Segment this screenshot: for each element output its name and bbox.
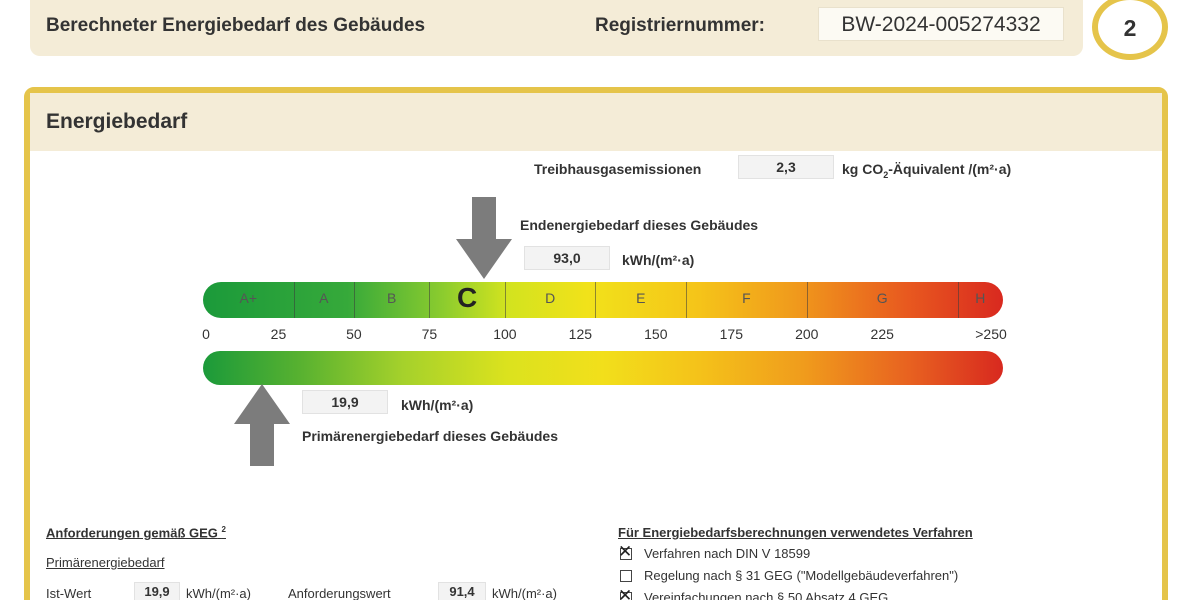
primary-energy-arrow-icon — [234, 384, 290, 466]
end-energy-unit: kWh/(m²·a) — [622, 252, 695, 268]
scale-tick: 200 — [795, 326, 819, 342]
scale-tick: 75 — [421, 326, 438, 342]
class-divider — [806, 282, 808, 318]
method-checkbox-model[interactable] — [620, 570, 632, 582]
scale-tick: 225 — [870, 326, 894, 342]
class-divider — [595, 282, 597, 318]
scale-tick: 100 — [493, 326, 517, 342]
method-heading: Für Energiebedarfsberechnungen verwendet… — [618, 525, 973, 540]
class-divider — [957, 282, 959, 318]
scale-tick: 50 — [346, 326, 362, 342]
end-energy-arrow-icon — [456, 197, 512, 279]
scale-tick: 25 — [270, 326, 287, 342]
anforderungswert-label: Anforderungswert — [288, 586, 391, 600]
primary-energy-value: 19,9 — [302, 390, 388, 414]
primary-energy-label: Primärenergiebedarf dieses Gebäudes — [302, 428, 558, 444]
ist-wert-label: Ist-Wert — [46, 586, 92, 600]
document-title: Berechneter Energiebedarf des Gebäudes — [46, 15, 426, 36]
scale-tick: 150 — [644, 326, 668, 342]
energy-class-scale: A+ A B C D E F G H — [203, 282, 1003, 318]
ist-wert-unit: kWh/(m²·a) — [186, 586, 251, 600]
ghg-label: Treibhausgasemissionen — [534, 161, 702, 177]
scale-tick: 125 — [568, 326, 593, 342]
energy-class-a-plus: A+ — [239, 290, 258, 306]
requirements-heading: Anforderungen gemäß GEG 2 — [46, 525, 226, 541]
scale-tick: 175 — [719, 326, 743, 342]
class-divider — [429, 282, 431, 318]
energy-demand-panel: Energiebedarf Treibhausgasemissionen 2,3… — [24, 87, 1168, 600]
panel-title: Energiebedarf — [46, 110, 188, 133]
method-checkbox-simplified[interactable]: ✕ — [618, 587, 632, 600]
end-energy-label: Endenergiebedarf dieses Gebäudes — [520, 217, 759, 233]
primary-energy-subheading: Primärenergiebedarf — [46, 555, 165, 570]
scale-tick: >250 — [975, 326, 1007, 342]
energy-class-h: H — [975, 290, 986, 306]
method-option-model: Regelung nach § 31 GEG ("Modellgebäudeve… — [644, 568, 959, 583]
energy-class-a: A — [319, 290, 329, 306]
method-option-simplified: Vereinfachungen nach § 50 Absatz 4 GEG — [644, 590, 889, 600]
ghg-value: 2,3 — [738, 155, 834, 179]
class-divider — [504, 282, 506, 318]
ist-wert-value: 19,9 — [134, 582, 180, 600]
page-number-badge: 2 — [1092, 0, 1168, 60]
primary-energy-scale — [203, 351, 1003, 385]
check-x-icon: ✕ — [618, 586, 633, 600]
energy-class-e: E — [636, 290, 646, 306]
end-energy-value: 93,0 — [524, 246, 610, 270]
anforderungswert-unit: kWh/(m²·a) — [492, 586, 557, 600]
class-divider — [686, 282, 688, 318]
scale-tick: 0 — [202, 326, 210, 342]
method-option-din: Verfahren nach DIN V 18599 — [644, 546, 811, 561]
ghg-unit: kg CO2-Äquivalent /(m²·a) — [842, 161, 1012, 180]
document-header: Berechneter Energiebedarf des Gebäudes R… — [30, 0, 1083, 56]
energy-class-f: F — [742, 290, 751, 306]
energy-class-d: D — [545, 290, 556, 306]
registration-label: Registriernummer: — [595, 15, 765, 36]
energy-class-c: C — [457, 282, 478, 313]
primary-energy-unit: kWh/(m²·a) — [401, 397, 474, 413]
check-x-icon: ✕ — [618, 542, 633, 561]
energy-class-b: B — [387, 290, 397, 306]
registration-number: BW-2024-005274332 — [818, 7, 1064, 41]
energy-class-g: G — [876, 290, 888, 306]
panel-header: Energiebedarf — [30, 93, 1162, 151]
class-divider — [293, 282, 295, 318]
class-divider — [353, 282, 355, 318]
method-checkbox-din[interactable]: ✕ — [618, 543, 632, 560]
anforderungswert-value: 91,4 — [438, 582, 486, 600]
